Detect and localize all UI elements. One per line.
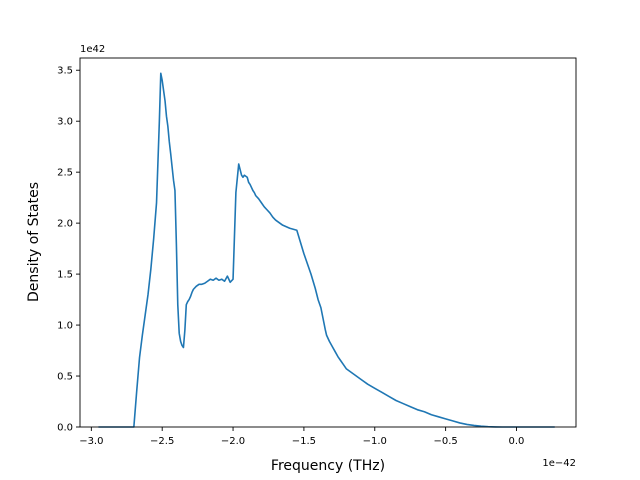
y-tick-label-3: 1.5: [57, 270, 73, 281]
y-axis-label: Density of States: [26, 182, 42, 302]
x-tick-label-3: −1.5: [292, 436, 316, 447]
y-axis-offset-label: 1e42: [80, 44, 105, 55]
x-tick-label-2: −2.0: [221, 436, 245, 447]
x-tick-label-1: −2.5: [150, 436, 174, 447]
y-tick-label-6: 3.0: [57, 117, 73, 128]
y-tick-label-5: 2.5: [57, 168, 73, 179]
y-tick-label-7: 3.5: [57, 66, 73, 77]
x-axis-label: Frequency (THz): [271, 458, 385, 474]
x-tick-label-5: −0.5: [433, 436, 457, 447]
y-tick-label-2: 1.0: [57, 321, 73, 332]
x-axis-offset-label: 1e−42: [542, 458, 576, 469]
x-tick-label-0: −3.0: [79, 436, 103, 447]
axes-frame: [79, 57, 577, 428]
x-axis-ticks: −3.0 −2.5 −2.0 −1.5 −1.0 −0.5 0.0: [79, 427, 524, 447]
y-axis-ticks: 0.0 0.5 1.0 1.5 2.0 2.5 3.0 3.5: [57, 66, 80, 434]
x-tick-label-4: −1.0: [363, 436, 387, 447]
dos-series-line-0: [98, 72, 555, 428]
x-tick-label-6: 0.0: [509, 436, 525, 447]
plot-area: [98, 72, 555, 428]
y-tick-label-1: 0.5: [57, 372, 73, 383]
y-tick-label-0: 0.0: [57, 423, 73, 434]
y-tick-label-4: 2.0: [57, 219, 73, 230]
